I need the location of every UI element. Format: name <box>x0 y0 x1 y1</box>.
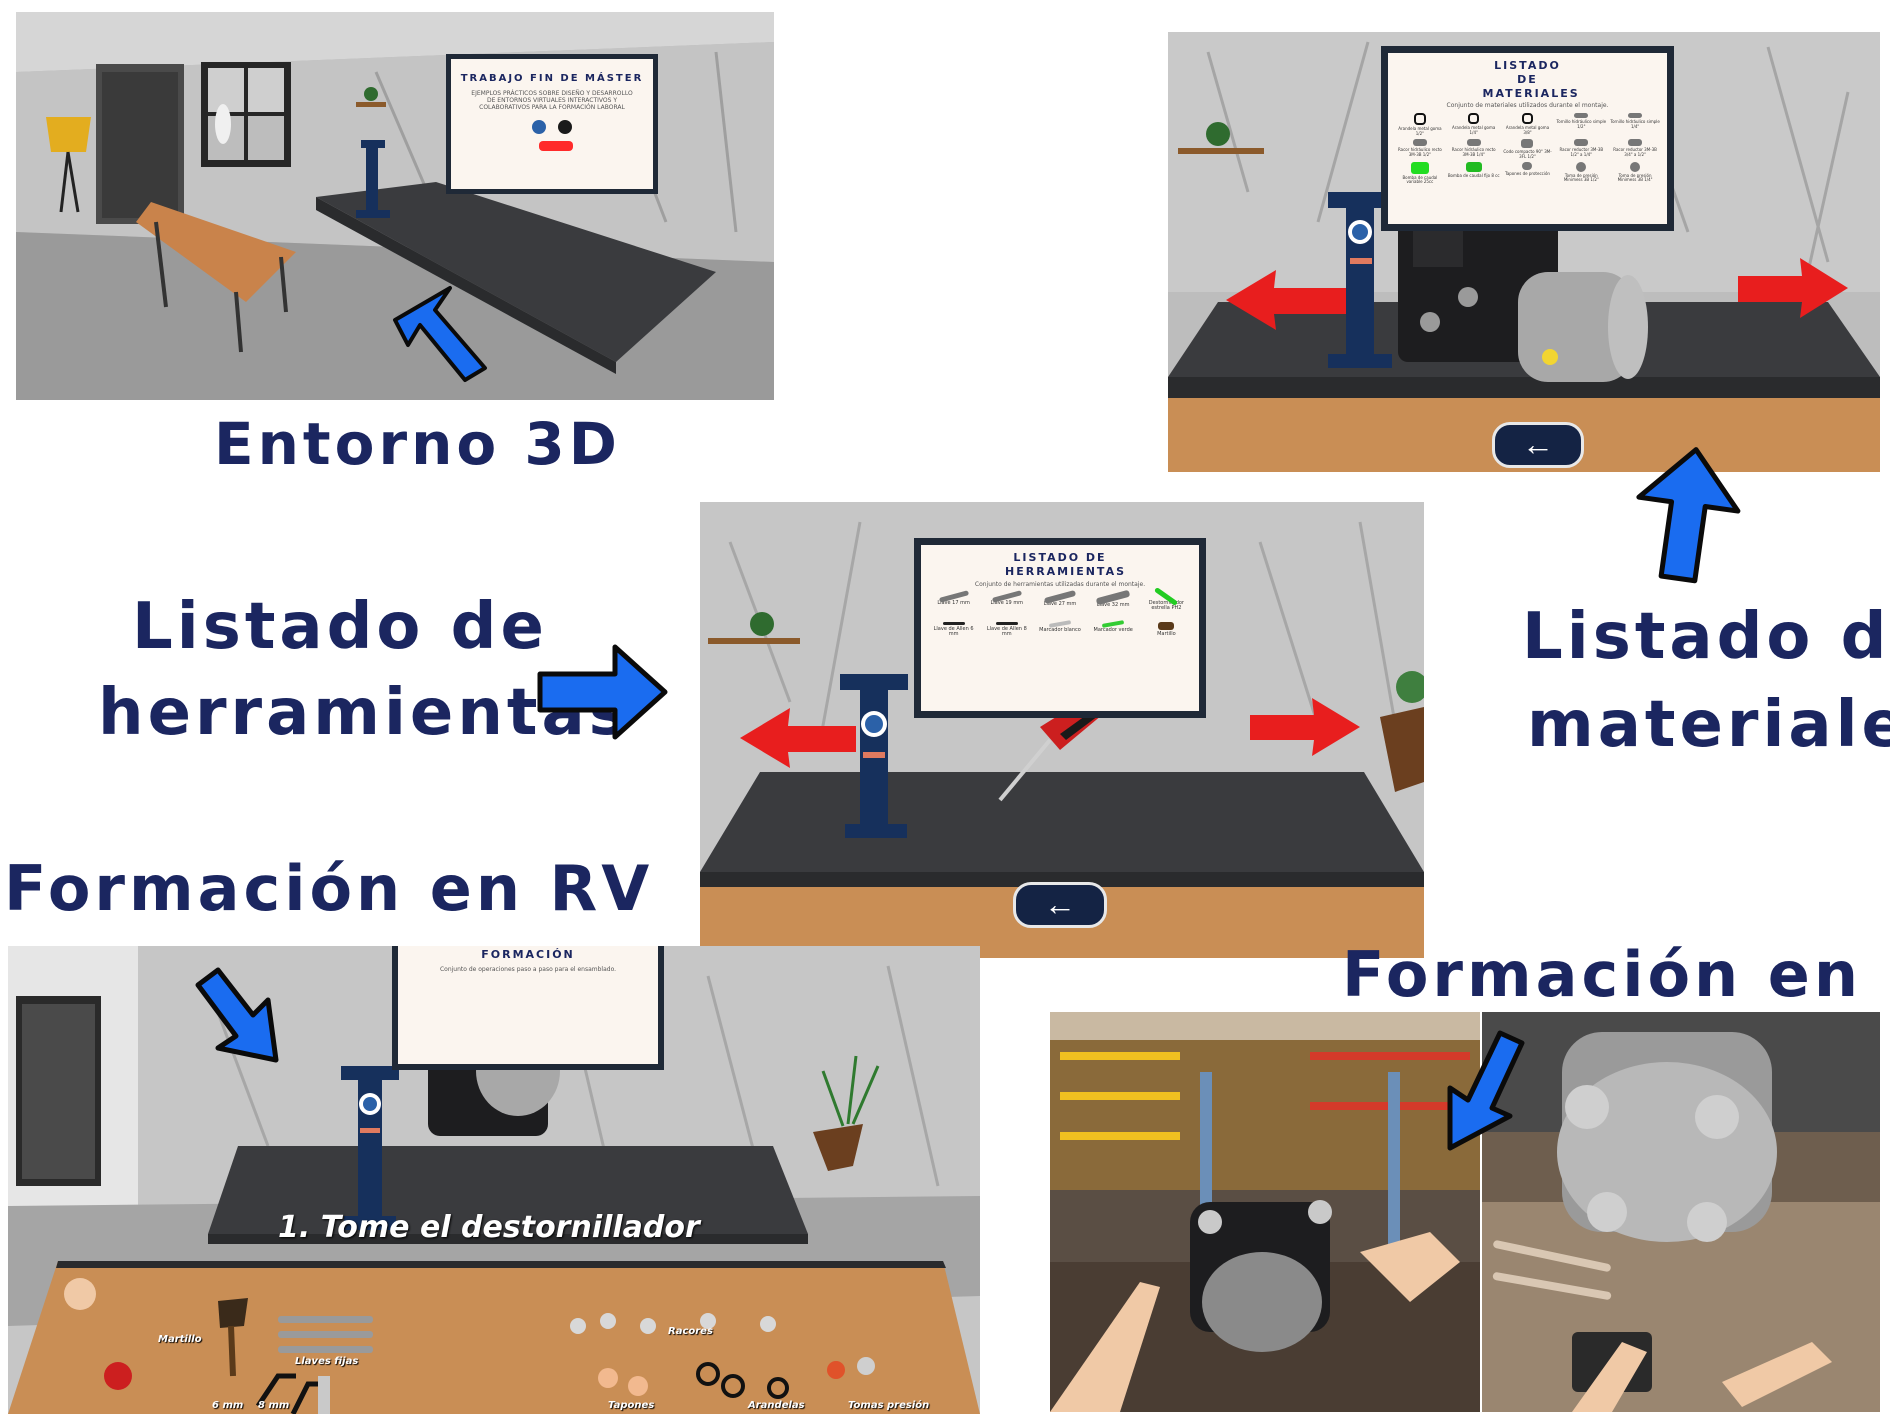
material-item: Racor reductor 3M-3B 3/4" a 1/2" <box>1609 139 1661 159</box>
gauge-port-icon <box>1576 162 1587 172</box>
material-item: Racor hidráulico recto 3M-3B 1/2" <box>1394 139 1446 159</box>
tool-item: Marcador verde <box>1089 619 1138 638</box>
tool-item: Llave 32 mm <box>1089 589 1138 612</box>
poster-subtitle: Conjunto de operaciones paso a paso para… <box>439 965 617 973</box>
cap-icon <box>1522 162 1533 170</box>
material-item: Toma de presión Minimess 3B 1/4" <box>1609 162 1661 185</box>
tool-label-llaves-fijas: Llaves fijas <box>295 1356 359 1367</box>
poster-subtitle: EJEMPLOS PRÁCTICOS SOBRE DISEÑO Y DESARR… <box>471 89 633 111</box>
screw-icon <box>1574 113 1589 119</box>
tool-label-tomas-presion: Tomas presión <box>848 1400 930 1411</box>
poster-subtitle: Conjunto de materiales utilizados durant… <box>1446 102 1609 110</box>
rm-workshop-scene <box>1050 1012 1480 1412</box>
hammer-icon <box>1158 621 1175 630</box>
blue-arrow-down-left-icon <box>1447 1030 1525 1151</box>
arrow-left-icon: ← <box>1522 426 1554 462</box>
washer-icon <box>1521 113 1533 125</box>
materiales-grid: Arandela metal goma 1/2" Arandela metal … <box>1388 113 1667 184</box>
material-item: Bomba de caudal fijo 8 cc <box>1448 162 1500 185</box>
material-item: Toma de presión Minimess 3B 1/2" <box>1555 162 1607 185</box>
material-item: Tornillo hidráulico simple 1/2" <box>1555 113 1607 136</box>
caption-entorno-3d: Entorno 3D <box>214 410 621 478</box>
materiales-poster: LISTADO DE MATERIALES Conjunto de materi… <box>1381 46 1674 231</box>
material-item: Racor reductor 3M-3B 1/2" a 1/4" <box>1555 139 1607 159</box>
red-arrow-left-icon[interactable] <box>1226 270 1346 330</box>
allen-key-icon <box>995 621 1018 625</box>
blue-arrow-down-right-icon <box>195 967 279 1063</box>
herramientas-poster: LISTADO DE HERRAMIENTAS Conjunto de herr… <box>914 538 1206 718</box>
tool-item: Martillo <box>1142 621 1191 638</box>
welcome-poster: TRABAJO FIN DE MÁSTER EJEMPLOS PRÁCTICOS… <box>446 54 658 194</box>
entorno-3d-screenshot: TRABAJO FIN DE MÁSTER EJEMPLOS PRÁCTICOS… <box>16 12 774 400</box>
university-logos <box>451 119 653 138</box>
pump-icon <box>1410 162 1429 174</box>
material-item: Arandela metal goma 1/4" <box>1448 113 1500 136</box>
fitting-icon <box>1628 139 1643 147</box>
materiales-screenshot: LISTADO DE MATERIALES Conjunto de materi… <box>1168 32 1880 472</box>
tool-label-allen-8mm: 8 mm <box>258 1400 290 1411</box>
caption-herramientas-line1: Listado de <box>132 590 548 664</box>
blue-arrow-icon <box>393 286 487 382</box>
tool-label-allen-6mm: 6 mm <box>212 1400 244 1411</box>
tool-label-martillo: Martillo <box>158 1334 202 1345</box>
tool-item: Llave de Allen 6 mm <box>929 621 978 638</box>
herramientas-grid: Llave 17 mm Llave 19 mm Llave 27 mm Llav… <box>921 586 1199 638</box>
poster-subtitle: Conjunto de herramientas utilizadas dura… <box>974 580 1146 588</box>
instruction-text: 1. Tome el destornillador <box>278 1210 700 1245</box>
material-item: Tornillo hidráulico simple 1/4" <box>1609 113 1661 136</box>
elbow-icon <box>1521 139 1534 149</box>
formacion-poster: FORMACIÓN Conjunto de operaciones paso a… <box>392 946 664 1070</box>
tool-item: Llave de Allen 8 mm <box>982 621 1031 638</box>
poster-title: LISTADO DE MATERIALES <box>1482 59 1580 100</box>
material-item: Tapones de protección <box>1502 162 1554 185</box>
fitting-icon <box>1466 139 1481 147</box>
back-button[interactable]: ← <box>1492 422 1584 468</box>
logo-icon <box>532 120 547 135</box>
tool-item: Destornillador estrella PH2 <box>1142 586 1191 612</box>
poster-title: TRABAJO FIN DE MÁSTER <box>460 73 644 84</box>
material-item: Arandela metal goma 1/2" <box>1394 113 1446 136</box>
tool-label-tapones: Tapones <box>608 1400 655 1411</box>
poster-title: FORMACIÓN <box>481 948 575 961</box>
blue-arrow-right-icon <box>537 644 668 740</box>
fitting-icon <box>1412 139 1427 147</box>
material-item: Racor hidráulico recto 3M-3B 1/4" <box>1448 139 1500 159</box>
screw-icon <box>1628 113 1643 119</box>
red-arrow-right-icon[interactable] <box>1250 698 1360 756</box>
tool-item: Llave 19 mm <box>982 589 1031 612</box>
tool-item: Llave 17 mm <box>929 589 978 612</box>
tool-item: Llave 27 mm <box>1035 589 1084 612</box>
caption-materiales-line2: materiales <box>1527 688 1890 762</box>
logo-icon <box>557 120 572 135</box>
washer-icon <box>1413 113 1426 126</box>
material-item: Codo compacto 90° 3M-3FL 1/2" <box>1502 139 1554 159</box>
redacted-mark <box>539 141 573 151</box>
rm-training-photo-right <box>1482 1012 1880 1412</box>
rv-scene <box>8 946 980 1414</box>
blue-arrow-up-icon <box>1636 447 1741 584</box>
caption-rv: Formación en RV <box>4 852 654 925</box>
herramientas-screenshot: LISTADO DE HERRAMIENTAS Conjunto de herr… <box>700 502 1424 958</box>
poster-title: LISTADO DE HERRAMIENTAS <box>1005 551 1127 578</box>
tool-label-racores: Racores <box>668 1326 713 1337</box>
back-button[interactable]: ← <box>1013 882 1107 928</box>
gauge-port-icon <box>1630 162 1641 172</box>
fitting-icon <box>1574 139 1589 147</box>
red-arrow-right-icon[interactable] <box>1738 258 1848 318</box>
pump-icon <box>1465 162 1482 172</box>
washer-icon <box>1468 113 1480 125</box>
caption-materiales-line1: Listado de <box>1522 600 1890 674</box>
rm-closeup-scene <box>1482 1012 1880 1412</box>
rv-training-screenshot: FORMACIÓN Conjunto de operaciones paso a… <box>8 946 980 1414</box>
caption-rm: Formación en RM <box>1342 938 1890 1011</box>
rm-training-photo-left <box>1050 1012 1480 1412</box>
material-item: Arandela metal goma 3/8" <box>1502 113 1554 136</box>
tool-item: Marcador blanco <box>1035 619 1084 638</box>
tool-label-arandelas: Arandelas <box>748 1400 805 1411</box>
red-arrow-left-icon[interactable] <box>740 708 856 768</box>
arrow-left-icon: ← <box>1044 886 1076 922</box>
allen-key-icon <box>942 621 965 625</box>
material-item: Bomba de caudal variable 25cc <box>1394 162 1446 185</box>
